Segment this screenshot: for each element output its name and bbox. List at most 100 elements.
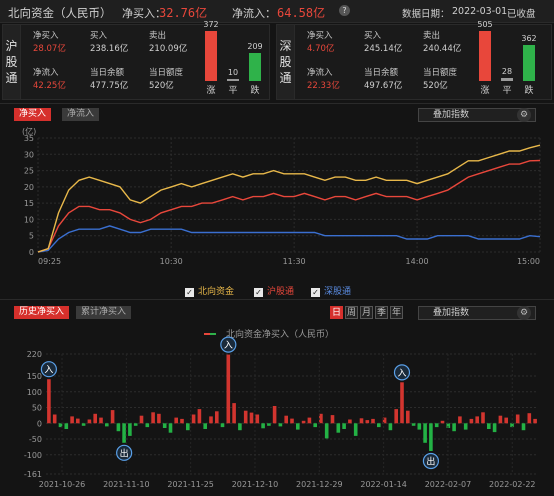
tab-net-buy[interactable]: 净买入 — [14, 108, 52, 121]
history-bar[interactable] — [388, 423, 393, 431]
history-bar[interactable] — [521, 423, 526, 431]
history-bar[interactable] — [128, 423, 132, 436]
history-bar[interactable] — [417, 423, 422, 430]
tab-history-net-buy[interactable]: 历史净买入 — [14, 306, 70, 319]
history-bar[interactable] — [452, 423, 456, 432]
inflow-marker-icon[interactable]: 入 — [40, 361, 57, 378]
history-bar[interactable] — [324, 423, 329, 439]
history-bar[interactable] — [377, 423, 381, 428]
history-bar[interactable] — [168, 423, 173, 433]
history-bar[interactable] — [197, 409, 202, 424]
history-bar[interactable] — [423, 423, 427, 443]
history-bar[interactable] — [348, 419, 352, 424]
history-bar[interactable] — [342, 423, 346, 429]
history-bar[interactable] — [70, 416, 74, 424]
history-bar[interactable] — [406, 410, 410, 424]
history-bar[interactable] — [215, 411, 219, 424]
history-bar[interactable] — [400, 382, 404, 424]
period-day[interactable]: 日 — [330, 306, 343, 319]
history-bar[interactable] — [76, 418, 80, 424]
inflow-marker-icon[interactable]: 入 — [220, 336, 237, 353]
history-settings-icon[interactable]: ⚙ — [517, 306, 531, 320]
period-quarter[interactable]: 季 — [375, 306, 388, 319]
outflow-marker-icon[interactable]: 出 — [422, 452, 440, 470]
inflow-marker-icon[interactable]: 入 — [393, 364, 411, 381]
history-bar[interactable] — [382, 417, 387, 424]
history-bar[interactable] — [394, 409, 398, 424]
history-bar[interactable] — [498, 415, 503, 424]
history-bar[interactable] — [255, 414, 260, 424]
history-bar[interactable] — [504, 417, 508, 424]
history-bar[interactable] — [267, 423, 271, 426]
history-bar[interactable] — [145, 423, 150, 428]
history-bar[interactable] — [186, 423, 190, 431]
history-bar[interactable] — [411, 423, 416, 426]
history-bar[interactable] — [510, 423, 514, 428]
history-bar[interactable] — [116, 423, 121, 432]
history-bar[interactable] — [301, 420, 306, 424]
history-bar[interactable] — [174, 417, 178, 424]
history-bar[interactable] — [365, 420, 370, 424]
history-bar[interactable] — [533, 418, 537, 424]
tab-net-inflow[interactable]: 净流入 — [62, 108, 100, 121]
history-bar[interactable] — [203, 423, 207, 429]
history-bar[interactable] — [434, 423, 439, 428]
history-bar[interactable] — [191, 414, 196, 424]
history-bar[interactable] — [492, 423, 497, 433]
history-bar[interactable] — [58, 423, 63, 428]
checkbox-icon[interactable]: ✓ — [254, 288, 263, 297]
history-bar[interactable] — [99, 417, 103, 424]
history-bar[interactable] — [527, 413, 532, 424]
history-bar[interactable] — [330, 415, 335, 424]
history-bar[interactable] — [359, 418, 364, 424]
history-bar[interactable] — [481, 412, 485, 424]
history-bar[interactable] — [319, 413, 323, 424]
history-bar[interactable] — [284, 415, 288, 424]
history-bar[interactable] — [446, 423, 451, 428]
history-bar[interactable] — [139, 415, 144, 424]
history-bar[interactable] — [272, 406, 277, 424]
history-bar[interactable] — [469, 418, 474, 424]
info-icon[interactable]: ? — [339, 5, 350, 16]
history-bar[interactable] — [47, 379, 51, 424]
history-bar[interactable] — [371, 418, 375, 424]
history-bar[interactable] — [458, 416, 462, 424]
history-bar[interactable] — [87, 419, 92, 424]
history-bar[interactable] — [238, 423, 242, 431]
history-bar[interactable] — [515, 414, 520, 424]
history-bar[interactable] — [64, 423, 69, 429]
history-bar[interactable] — [220, 423, 225, 428]
history-bar[interactable] — [232, 403, 236, 424]
history-bar[interactable] — [52, 414, 57, 424]
history-bar[interactable] — [475, 416, 479, 424]
history-bar[interactable] — [487, 423, 491, 429]
history-bar[interactable] — [307, 417, 312, 424]
history-bar[interactable] — [81, 423, 86, 426]
legend-sz[interactable]: ✓ 深股通 — [311, 284, 351, 297]
history-bar[interactable] — [296, 423, 300, 430]
history-bar[interactable] — [157, 413, 161, 424]
history-bar[interactable] — [151, 412, 155, 424]
history-bar[interactable] — [261, 423, 265, 429]
legend-northbound[interactable]: ✓ 北向资金 — [185, 284, 234, 297]
history-bar[interactable] — [162, 423, 167, 428]
checkbox-icon[interactable]: ✓ — [311, 288, 320, 297]
history-bar[interactable] — [243, 410, 248, 424]
history-bar[interactable] — [180, 418, 184, 424]
history-bar[interactable] — [353, 423, 358, 436]
history-bar[interactable] — [209, 416, 213, 424]
outflow-marker-icon[interactable]: 出 — [116, 444, 133, 461]
legend-sh[interactable]: ✓ 沪股通 — [254, 284, 294, 297]
history-bar[interactable] — [122, 423, 126, 443]
history-bar[interactable] — [313, 423, 317, 428]
history-bar[interactable] — [110, 410, 115, 424]
intraday-settings-icon[interactable]: ⚙ — [517, 108, 531, 122]
history-bar[interactable] — [429, 423, 433, 451]
history-bar[interactable] — [249, 412, 254, 424]
history-bar[interactable] — [93, 413, 97, 424]
period-week[interactable]: 周 — [345, 306, 358, 319]
tab-cumulative-net-buy[interactable]: 累计净买入 — [76, 306, 132, 319]
history-bar[interactable] — [440, 420, 445, 424]
period-month[interactable]: 月 — [360, 306, 373, 319]
history-bar[interactable] — [226, 354, 231, 424]
